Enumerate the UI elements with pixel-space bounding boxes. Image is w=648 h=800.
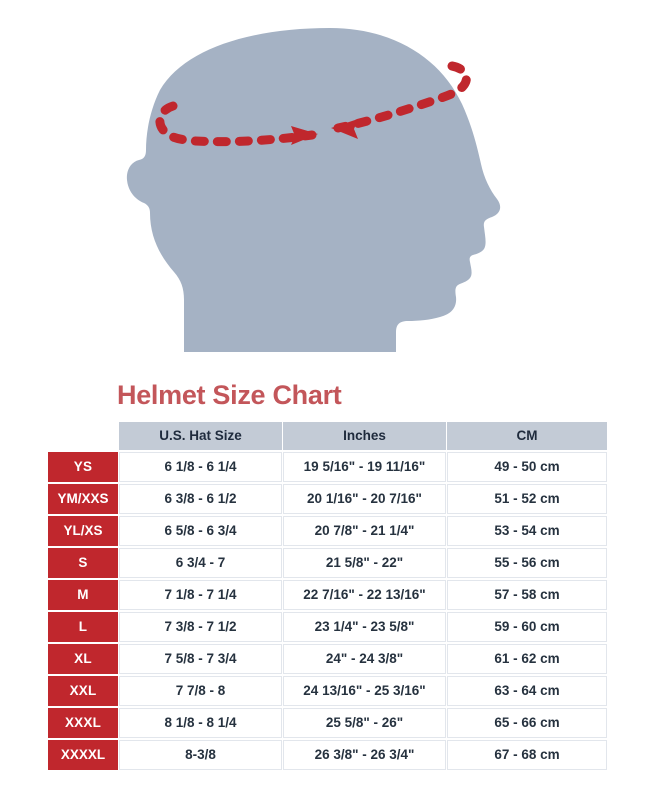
column-header-cm: CM [447,422,607,450]
table-row: XXXXL 8-3/8 26 3/8" - 26 3/4" 67 - 68 cm [48,740,607,770]
size-label-cell: XXXXL [48,740,118,770]
helmet-size-table-container: U.S. Hat Size Inches CM YS 6 1/8 - 6 1/4… [47,420,608,772]
size-label-cell: L [48,612,118,642]
table-body: YS 6 1/8 - 6 1/4 19 5/16" - 19 11/16" 49… [48,452,607,770]
cm-cell: 59 - 60 cm [447,612,607,642]
table-row: XXL 7 7/8 - 8 24 13/16" - 25 3/16" 63 - … [48,676,607,706]
head-measurement-illustration [0,0,648,375]
size-label-cell: XXXL [48,708,118,738]
table-row: L 7 3/8 - 7 1/2 23 1/4" - 23 5/8" 59 - 6… [48,612,607,642]
table-corner-blank [48,422,118,450]
helmet-size-table: U.S. Hat Size Inches CM YS 6 1/8 - 6 1/4… [47,420,608,772]
tape-dashed-path-back [333,61,471,133]
inches-cell: 20 7/8" - 21 1/4" [283,516,446,546]
hat-size-cell: 7 3/8 - 7 1/2 [119,612,282,642]
head-silhouette-shape [126,28,501,352]
size-label-cell: XL [48,644,118,674]
table-row: YL/XS 6 5/8 - 6 3/4 20 7/8" - 21 1/4" 53… [48,516,607,546]
page-title: Helmet Size Chart [117,380,342,410]
table-header-row: U.S. Hat Size Inches CM [48,422,607,450]
cm-cell: 63 - 64 cm [447,676,607,706]
inches-cell: 20 1/16" - 20 7/16" [283,484,446,514]
hat-size-cell: 7 5/8 - 7 3/4 [119,644,282,674]
size-label-cell: S [48,548,118,578]
cm-cell: 53 - 54 cm [447,516,607,546]
cm-cell: 51 - 52 cm [447,484,607,514]
cm-cell: 65 - 66 cm [447,708,607,738]
inches-cell: 22 7/16" - 22 13/16" [283,580,446,610]
column-header-inches: Inches [283,422,446,450]
table-row: YM/XXS 6 3/8 - 6 1/2 20 1/16" - 20 7/16"… [48,484,607,514]
size-label-cell: YL/XS [48,516,118,546]
inches-cell: 26 3/8" - 26 3/4" [283,740,446,770]
inches-cell: 24" - 24 3/8" [283,644,446,674]
hat-size-cell: 6 3/8 - 6 1/2 [119,484,282,514]
cm-cell: 49 - 50 cm [447,452,607,482]
cm-cell: 57 - 58 cm [447,580,607,610]
table-row: XL 7 5/8 - 7 3/4 24" - 24 3/8" 61 - 62 c… [48,644,607,674]
inches-cell: 23 1/4" - 23 5/8" [283,612,446,642]
hat-size-cell: 6 5/8 - 6 3/4 [119,516,282,546]
hat-size-cell: 7 1/8 - 7 1/4 [119,580,282,610]
hat-size-cell: 6 3/4 - 7 [119,548,282,578]
cm-cell: 55 - 56 cm [447,548,607,578]
tape-arrow-left-icon [331,119,358,139]
hat-size-cell: 7 7/8 - 8 [119,676,282,706]
hat-size-cell: 8-3/8 [119,740,282,770]
size-label-cell: M [48,580,118,610]
inches-cell: 24 13/16" - 25 3/16" [283,676,446,706]
inches-cell: 25 5/8" - 26" [283,708,446,738]
table-row: S 6 3/4 - 7 21 5/8" - 22" 55 - 56 cm [48,548,607,578]
table-row: M 7 1/8 - 7 1/4 22 7/16" - 22 13/16" 57 … [48,580,607,610]
cm-cell: 67 - 68 cm [447,740,607,770]
measuring-tape-ellipse [155,61,471,147]
inches-cell: 19 5/16" - 19 11/16" [283,452,446,482]
size-label-cell: XXL [48,676,118,706]
inches-cell: 21 5/8" - 22" [283,548,446,578]
size-label-cell: YS [48,452,118,482]
table-row: XXXL 8 1/8 - 8 1/4 25 5/8" - 26" 65 - 66… [48,708,607,738]
head-profile-icon [126,28,501,352]
cm-cell: 61 - 62 cm [447,644,607,674]
hat-size-cell: 6 1/8 - 6 1/4 [119,452,282,482]
hat-size-cell: 8 1/8 - 8 1/4 [119,708,282,738]
table-row: YS 6 1/8 - 6 1/4 19 5/16" - 19 11/16" 49… [48,452,607,482]
tape-dashed-path-front [155,101,317,147]
tape-arrow-right-icon [291,126,318,145]
column-header-us-hat-size: U.S. Hat Size [119,422,282,450]
size-label-cell: YM/XXS [48,484,118,514]
